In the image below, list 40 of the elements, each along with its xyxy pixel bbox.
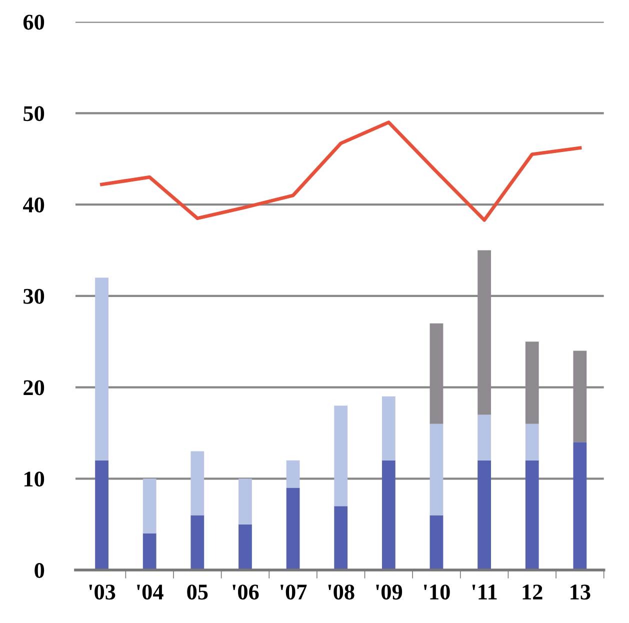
- bar: [382, 396, 396, 460]
- x-tick-label: '11: [472, 584, 497, 600]
- bar: [238, 478, 252, 524]
- y-tick-label: 30: [24, 288, 44, 304]
- bar: [478, 414, 491, 460]
- x-tick-label: '09: [376, 584, 402, 600]
- x-tick-label: '08: [328, 584, 354, 600]
- bar: [334, 506, 348, 570]
- x-tick-label: '06: [232, 584, 259, 600]
- x-tick-label: '04: [137, 584, 164, 600]
- y-tick-label: 40: [23, 197, 44, 212]
- x-tick-label: '03: [89, 584, 116, 600]
- bar: [95, 278, 108, 460]
- bar: [430, 424, 444, 516]
- bar: [525, 460, 539, 570]
- y-tick-label: 20: [24, 380, 44, 396]
- y-tick-label: 0: [34, 562, 44, 578]
- line-series: [100, 120, 582, 222]
- x-tick-label: '10: [424, 584, 450, 600]
- bar: [334, 406, 348, 506]
- x-tick-label: 12: [522, 584, 542, 600]
- x-tick-label: '07: [280, 584, 307, 600]
- y-tick-label: 60: [23, 14, 44, 30]
- bar: [382, 460, 396, 570]
- x-tick-label: 05: [187, 584, 208, 600]
- bar: [95, 460, 108, 570]
- bar: [286, 460, 300, 488]
- bar: [190, 515, 204, 570]
- bar: [190, 451, 204, 516]
- bar: [286, 488, 300, 570]
- bar: [142, 533, 156, 570]
- y-tick-label: 50: [24, 106, 44, 122]
- bar: [142, 478, 156, 534]
- bar: [573, 442, 587, 570]
- bar: [238, 524, 252, 570]
- bar: [430, 515, 444, 570]
- x-tick-label: 13: [570, 584, 590, 600]
- bar: [525, 424, 539, 460]
- bar: [478, 460, 491, 570]
- y-tick-label: 10: [24, 472, 44, 487]
